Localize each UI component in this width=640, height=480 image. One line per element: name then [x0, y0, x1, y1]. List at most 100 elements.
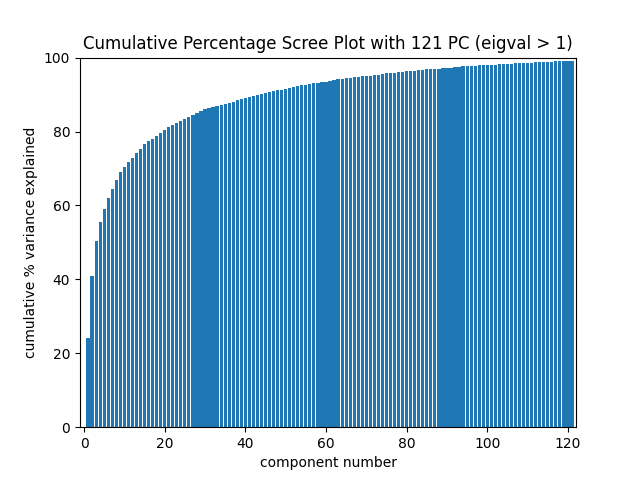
Bar [328, 81, 332, 427]
Bar [123, 167, 126, 427]
Bar [369, 75, 372, 427]
Bar [256, 95, 259, 427]
Bar [111, 189, 114, 427]
Bar [175, 123, 179, 427]
Bar [389, 73, 392, 427]
Bar [353, 77, 356, 427]
Bar [268, 92, 271, 427]
Bar [542, 62, 545, 427]
Bar [216, 106, 219, 427]
Bar [449, 68, 452, 427]
Bar [421, 70, 424, 427]
Bar [502, 64, 505, 427]
Bar [433, 69, 436, 427]
Bar [337, 79, 340, 427]
Bar [356, 77, 360, 427]
Bar [232, 102, 235, 427]
Bar [188, 117, 191, 427]
Bar [260, 94, 263, 427]
Bar [127, 162, 130, 427]
Bar [372, 75, 376, 427]
Bar [510, 64, 513, 427]
Bar [147, 142, 150, 427]
Bar [204, 109, 207, 427]
Bar [437, 69, 440, 427]
Bar [159, 132, 163, 427]
Bar [453, 67, 456, 427]
Bar [442, 68, 445, 427]
Bar [183, 119, 186, 427]
Bar [86, 338, 90, 427]
Bar [526, 63, 529, 427]
Bar [550, 61, 554, 427]
Bar [115, 180, 118, 427]
Bar [413, 71, 416, 427]
Bar [538, 62, 541, 427]
Bar [90, 276, 93, 427]
Bar [554, 61, 557, 427]
Y-axis label: cumulative % variance explained: cumulative % variance explained [24, 127, 38, 358]
Bar [566, 61, 570, 427]
Bar [223, 104, 227, 427]
Bar [200, 111, 203, 427]
Bar [522, 63, 525, 427]
Bar [107, 198, 110, 427]
Bar [211, 107, 214, 427]
Bar [514, 63, 517, 427]
Bar [236, 100, 239, 427]
Bar [482, 65, 485, 427]
Bar [332, 80, 335, 427]
Bar [429, 69, 433, 427]
Bar [409, 71, 412, 427]
Bar [361, 76, 364, 427]
Bar [381, 74, 384, 427]
Bar [308, 84, 312, 427]
Bar [207, 108, 211, 427]
Bar [470, 66, 473, 427]
Bar [288, 88, 291, 427]
Bar [397, 72, 400, 427]
Bar [324, 82, 328, 427]
Bar [385, 73, 388, 427]
Bar [344, 78, 348, 427]
Bar [365, 76, 368, 427]
Bar [474, 66, 477, 427]
Bar [99, 222, 102, 427]
Bar [405, 71, 408, 427]
Bar [321, 82, 324, 427]
Bar [179, 121, 182, 427]
Bar [151, 139, 154, 427]
Bar [490, 65, 493, 427]
Bar [546, 61, 549, 427]
Bar [240, 99, 243, 427]
Bar [135, 153, 138, 427]
Bar [300, 85, 303, 427]
Bar [244, 98, 247, 427]
Bar [425, 70, 428, 427]
Bar [284, 89, 287, 427]
Bar [340, 79, 344, 427]
Bar [248, 97, 251, 427]
Bar [163, 130, 166, 427]
Bar [312, 84, 316, 427]
Bar [563, 61, 566, 427]
Bar [349, 78, 352, 427]
Bar [191, 115, 195, 427]
Bar [506, 64, 509, 427]
Bar [228, 103, 231, 427]
Bar [296, 86, 300, 427]
Bar [417, 70, 420, 427]
Bar [131, 158, 134, 427]
Bar [518, 63, 521, 427]
Bar [139, 149, 142, 427]
Bar [220, 105, 223, 427]
X-axis label: component number: component number [259, 456, 397, 470]
Bar [118, 172, 122, 427]
Bar [272, 91, 275, 427]
Bar [570, 60, 573, 427]
Bar [445, 68, 449, 427]
Bar [280, 90, 284, 427]
Bar [167, 128, 170, 427]
Bar [458, 67, 461, 427]
Bar [195, 113, 198, 427]
